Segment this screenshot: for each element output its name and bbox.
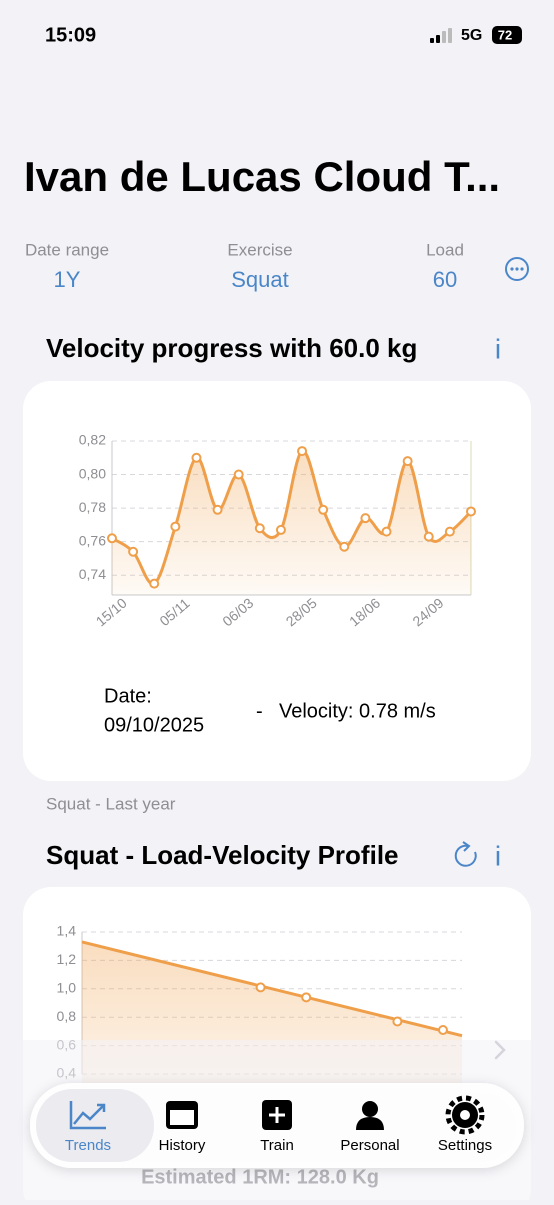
point xyxy=(381,526,392,537)
point xyxy=(170,521,181,532)
selection-velocity: Velocity: 0.78 m/s xyxy=(279,700,436,722)
estimated-1rm: Estimated 1RM: 128.0 Kg xyxy=(141,1166,379,1188)
tab-icon xyxy=(356,1101,384,1130)
selection-separator: - xyxy=(256,700,263,722)
tab-label[interactable]: Settings xyxy=(438,1137,492,1154)
tab-label[interactable]: Trends xyxy=(65,1137,111,1154)
area xyxy=(112,450,471,595)
point xyxy=(444,526,455,537)
page-title: Ivan de Lucas Cloud T... xyxy=(24,153,500,200)
point xyxy=(107,533,117,544)
selection-date: 09/10/2025 xyxy=(104,714,204,736)
battery-level: 72 xyxy=(498,27,512,42)
y-tick-label: 0,8 xyxy=(57,1008,77,1024)
signal-icon xyxy=(430,28,452,43)
point xyxy=(254,523,265,534)
y-tick-label: 1,4 xyxy=(57,923,77,939)
status-time: 15:09 xyxy=(45,24,96,46)
tab-label[interactable]: History xyxy=(159,1137,206,1154)
y-tick-label: 0,78 xyxy=(79,499,106,515)
y-tick-label: 0,80 xyxy=(79,465,106,481)
status-network: 5G xyxy=(461,27,482,44)
y-tick-label: 0,76 xyxy=(79,532,106,548)
tab-label[interactable]: Train xyxy=(260,1137,294,1154)
chart-caption: Squat - Last year xyxy=(46,794,176,813)
section-title: Velocity progress with 60.0 kg xyxy=(46,333,417,363)
point xyxy=(438,1024,448,1035)
section-title: Squat - Load-Velocity Profile xyxy=(46,840,399,870)
point xyxy=(466,506,476,517)
filter-label: Load xyxy=(426,240,464,259)
more-button[interactable] xyxy=(505,257,529,281)
tab-icon xyxy=(69,1101,106,1130)
point xyxy=(339,541,350,552)
point xyxy=(275,524,286,535)
point xyxy=(255,982,266,993)
tab-icon xyxy=(445,1095,485,1135)
point xyxy=(128,546,139,557)
tab-icon xyxy=(262,1100,292,1130)
point xyxy=(149,578,160,589)
point xyxy=(318,504,329,515)
y-tick-label: 0,74 xyxy=(79,566,106,582)
tab-icon xyxy=(166,1101,198,1129)
point xyxy=(423,531,434,542)
point xyxy=(297,446,308,457)
point xyxy=(392,1016,403,1027)
point xyxy=(233,469,244,480)
battery-icon xyxy=(492,26,522,44)
point xyxy=(402,456,413,467)
selection-label: Date: xyxy=(104,685,152,707)
filter-value[interactable]: 60 xyxy=(433,267,457,292)
info-button[interactable]: i xyxy=(495,840,501,871)
point xyxy=(360,513,371,524)
info-button[interactable]: i xyxy=(495,333,501,364)
filter-value[interactable]: Squat xyxy=(231,267,289,292)
filter-label: Date range xyxy=(25,240,109,259)
y-tick-label: 1,2 xyxy=(57,951,77,967)
refresh-button[interactable] xyxy=(454,841,477,867)
point xyxy=(301,992,312,1003)
y-tick-label: 0,82 xyxy=(79,432,106,448)
point xyxy=(212,504,223,515)
filter-value[interactable]: 1Y xyxy=(54,267,81,292)
filter-label: Exercise xyxy=(227,240,292,259)
tab-label[interactable]: Personal xyxy=(340,1137,399,1154)
y-tick-label: 1,0 xyxy=(57,980,77,996)
tab-selected-bg xyxy=(36,1089,154,1162)
point xyxy=(191,452,202,463)
